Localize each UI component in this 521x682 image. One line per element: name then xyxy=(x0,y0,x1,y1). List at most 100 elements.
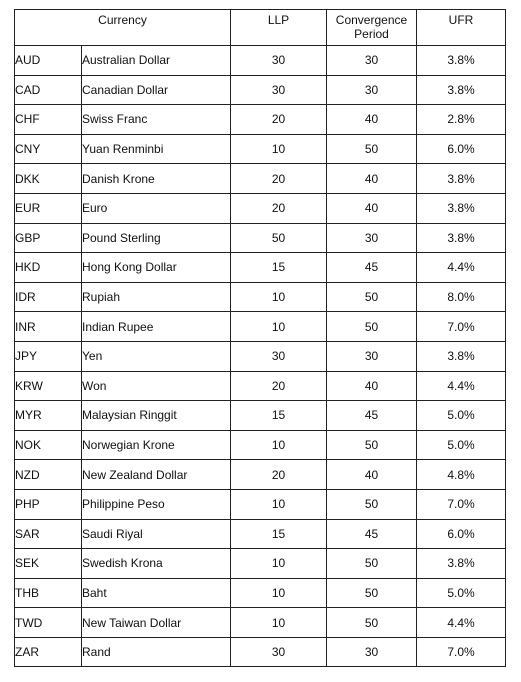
table-row: ZAR Rand 30 30 7.0% xyxy=(14,636,506,668)
convergence-period-cell: 45 xyxy=(326,400,417,431)
currency-code-cell: MYR xyxy=(14,400,82,431)
llp-cell: 20 xyxy=(230,370,327,402)
ufr-cell: 5.0% xyxy=(416,577,506,609)
ufr-cell: 6.0% xyxy=(416,133,506,165)
currency-code-cell: SEK xyxy=(14,548,82,579)
convergence-period-cell: 40 xyxy=(326,370,417,402)
header-row: Currency LLP Convergence Period UFR xyxy=(14,9,506,46)
llp-cell: 10 xyxy=(230,429,327,461)
table-row: HKD Hong Kong Dollar 15 45 4.4% xyxy=(14,252,506,283)
ufr-cell: 3.8% xyxy=(416,340,506,372)
table-row: IDR Rupiah 10 50 8.0% xyxy=(14,281,506,313)
convergence-period-cell: 30 xyxy=(326,636,417,668)
ufr-cell: 5.0% xyxy=(416,400,506,431)
currency-code-cell: ZAR xyxy=(14,636,82,668)
header-convergence-period: Convergence Period xyxy=(326,9,417,46)
currency-name-cell: Rand xyxy=(81,636,231,668)
table-body: AUD Australian Dollar 30 30 3.8% CAD Canadian … xyxy=(14,45,506,668)
currency-name-cell: New Zealand Dollar xyxy=(81,459,231,490)
currency-name-cell: Malaysian Ringgit xyxy=(81,400,231,431)
table-row: MYR Malaysian Ringgit 15 45 5.0% xyxy=(14,400,506,431)
currency-name-cell: Yuan Renminbi xyxy=(81,133,231,165)
convergence-period-cell: 50 xyxy=(326,133,417,165)
table-row: NOK Norwegian Krone 10 50 5.0% xyxy=(14,429,506,461)
convergence-period-cell: 30 xyxy=(326,340,417,372)
ufr-cell: 6.0% xyxy=(416,518,506,550)
currency-code-cell: JPY xyxy=(14,340,82,372)
convergence-period-cell: 40 xyxy=(326,163,417,194)
convergence-period-cell: 50 xyxy=(326,311,417,342)
currency-code-cell: PHP xyxy=(14,488,82,520)
table-row: SEK Swedish Krona 10 50 3.8% xyxy=(14,548,506,579)
ufr-cell: 4.4% xyxy=(416,252,506,283)
currency-code-cell: TWD xyxy=(14,607,82,638)
currency-name-cell: Swiss Franc xyxy=(81,104,231,135)
table-header: Currency LLP Convergence Period UFR xyxy=(14,9,506,46)
convergence-period-cell: 50 xyxy=(326,607,417,638)
llp-cell: 10 xyxy=(230,607,327,638)
header-ufr: UFR xyxy=(416,9,506,46)
convergence-period-cell: 40 xyxy=(326,192,417,224)
ufr-cell: 4.4% xyxy=(416,607,506,638)
currency-code-cell: EUR xyxy=(14,192,82,224)
header-convergence-line1: Convergence xyxy=(335,13,408,27)
convergence-period-cell: 30 xyxy=(326,45,417,76)
table-row: TWD New Taiwan Dollar 10 50 4.4% xyxy=(14,607,506,638)
header-currency: Currency xyxy=(14,9,231,46)
table-row: DKK Danish Krone 20 40 3.8% xyxy=(14,163,506,194)
llp-cell: 10 xyxy=(230,577,327,609)
currency-code-cell: NZD xyxy=(14,459,82,490)
llp-cell: 20 xyxy=(230,459,327,490)
ufr-cell: 7.0% xyxy=(416,488,506,520)
currency-code-cell: CHF xyxy=(14,104,82,135)
currency-name-cell: Norwegian Krone xyxy=(81,429,231,461)
table-row: KRW Won 20 40 4.4% xyxy=(14,370,506,402)
currency-parameters-table: Currency LLP Convergence Period UFR AUD A… xyxy=(14,9,506,668)
currency-name-cell: Indian Rupee xyxy=(81,311,231,342)
table-row: NZD New Zealand Dollar 20 40 4.8% xyxy=(14,459,506,490)
currency-code-cell: INR xyxy=(14,311,82,342)
currency-code-cell: AUD xyxy=(14,45,82,76)
currency-name-cell: Euro xyxy=(81,192,231,224)
convergence-period-cell: 50 xyxy=(326,577,417,609)
currency-name-cell: Rupiah xyxy=(81,281,231,313)
llp-cell: 30 xyxy=(230,340,327,372)
llp-cell: 10 xyxy=(230,133,327,165)
convergence-period-cell: 50 xyxy=(326,281,417,313)
table-row: INR Indian Rupee 10 50 7.0% xyxy=(14,311,506,342)
table-row: PHP Philippine Peso 10 50 7.0% xyxy=(14,488,506,520)
header-convergence-line2: Period xyxy=(354,27,389,41)
table-row: THB Baht 10 50 5.0% xyxy=(14,577,506,609)
llp-cell: 10 xyxy=(230,548,327,579)
currency-name-cell: Australian Dollar xyxy=(81,45,231,76)
llp-cell: 10 xyxy=(230,488,327,520)
currency-code-cell: CAD xyxy=(14,74,82,106)
currency-name-cell: New Taiwan Dollar xyxy=(81,607,231,638)
currency-code-cell: DKK xyxy=(14,163,82,194)
table-row: CHF Swiss Franc 20 40 2.8% xyxy=(14,104,506,135)
ufr-cell: 3.8% xyxy=(416,45,506,76)
convergence-period-cell: 50 xyxy=(326,488,417,520)
ufr-cell: 4.4% xyxy=(416,370,506,402)
convergence-period-cell: 30 xyxy=(326,74,417,106)
llp-cell: 10 xyxy=(230,311,327,342)
convergence-period-cell: 50 xyxy=(326,548,417,579)
currency-code-cell: IDR xyxy=(14,281,82,313)
table-row: GBP Pound Sterling 50 30 3.8% xyxy=(14,222,506,254)
table-row: CAD Canadian Dollar 30 30 3.8% xyxy=(14,74,506,106)
llp-cell: 20 xyxy=(230,104,327,135)
currency-name-cell: Won xyxy=(81,370,231,402)
currency-code-cell: HKD xyxy=(14,252,82,283)
convergence-period-cell: 45 xyxy=(326,518,417,550)
currency-name-cell: Pound Sterling xyxy=(81,222,231,254)
currency-code-cell: GBP xyxy=(14,222,82,254)
llp-cell: 15 xyxy=(230,252,327,283)
currency-name-cell: Canadian Dollar xyxy=(81,74,231,106)
llp-cell: 10 xyxy=(230,281,327,313)
header-llp: LLP xyxy=(230,9,327,46)
currency-name-cell: Yen xyxy=(81,340,231,372)
llp-cell: 15 xyxy=(230,400,327,431)
table-row: SAR Saudi Riyal 15 45 6.0% xyxy=(14,518,506,550)
currency-name-cell: Baht xyxy=(81,577,231,609)
ufr-cell: 3.8% xyxy=(416,548,506,579)
